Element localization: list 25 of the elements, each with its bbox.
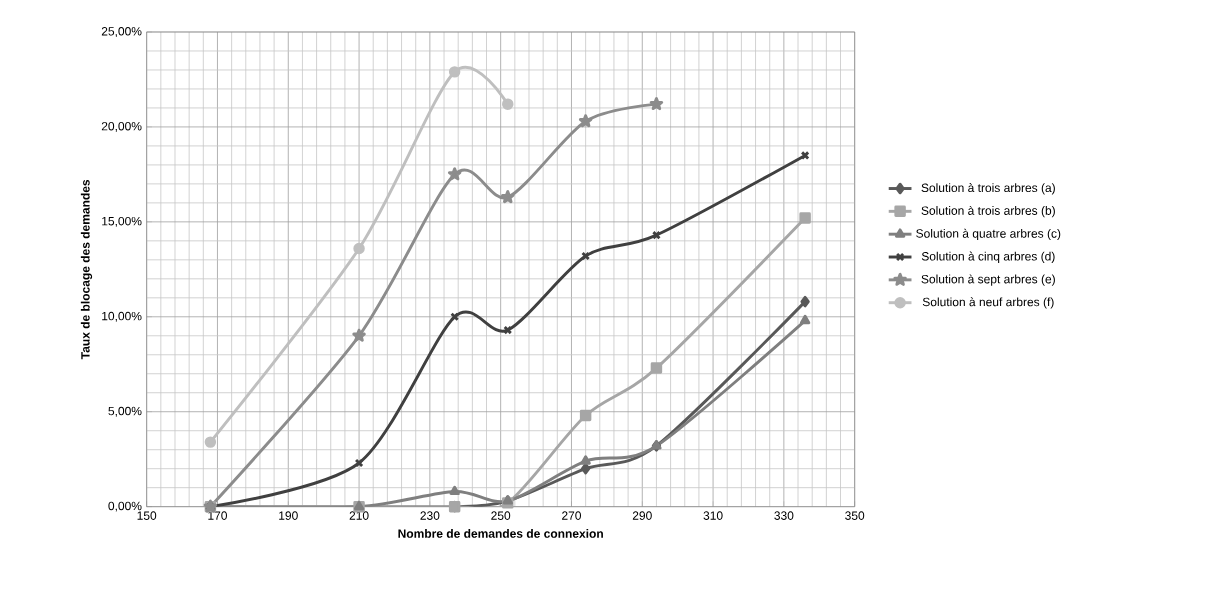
- x-tick-label: 210: [349, 511, 369, 520]
- x-tick-label: 310: [703, 511, 723, 520]
- x-tick-label: 170: [208, 511, 228, 520]
- legend-label: Solution à trois arbres (b): [921, 205, 1055, 218]
- y-tick-label: 25,00%: [101, 27, 142, 37]
- y-tick-label: 20,00%: [101, 121, 142, 132]
- x-tick-label: 230: [420, 511, 440, 520]
- x-tick-label: 250: [491, 511, 511, 520]
- x-tick-label: 270: [562, 511, 582, 520]
- y-tick-label: 0,00%: [108, 501, 142, 512]
- x-axis-title: Nombre de demandes de connexion: [398, 529, 603, 538]
- y-axis-title: Taux de blocage des demandes: [80, 179, 93, 360]
- x-tick-label: 290: [632, 511, 652, 520]
- x-tick-label: 350: [845, 511, 865, 520]
- legend-label: Solution à neuf arbres (f): [922, 297, 1054, 309]
- x-tick-label: 190: [279, 511, 298, 520]
- y-tick-label: 15,00%: [102, 216, 142, 227]
- x-tick-label: 330: [774, 511, 794, 520]
- y-tick-label: 10,00%: [102, 311, 142, 322]
- x-tick-label: 150: [137, 511, 157, 520]
- legend-label: Solution à trois arbres (a): [921, 183, 1055, 195]
- legend-label: Solution à quatre arbres (c): [916, 228, 1061, 241]
- y-tick-label: 5,00%: [108, 406, 142, 417]
- legend-label: Solution à cinq arbres (d): [921, 251, 1055, 263]
- legend-label: Solution à sept arbres (e): [921, 274, 1055, 286]
